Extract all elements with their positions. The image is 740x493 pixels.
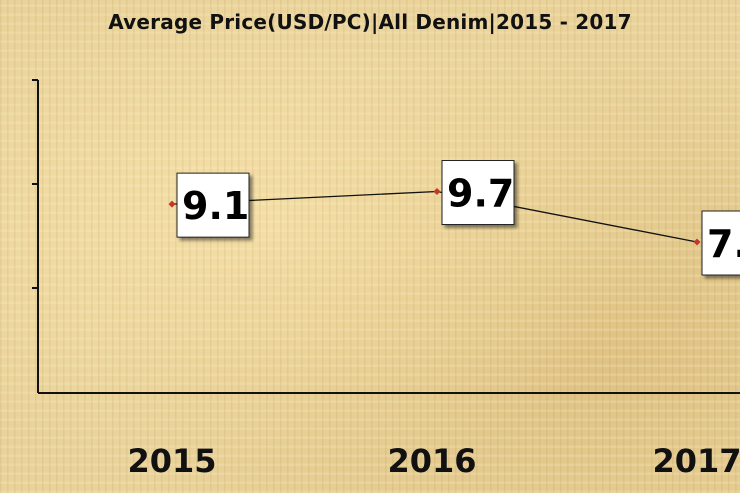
data-label-2017: 7.3 [701,210,740,276]
data-point-2015 [168,200,176,208]
data-label-2016: 9.7 [441,160,515,226]
data-label-text: 9.1 [182,184,249,228]
data-label-text: 7.3 [707,222,740,266]
x-tick-label-2017: 2017 [652,442,740,480]
data-point-2016 [433,188,441,196]
x-tick-label-2016: 2016 [387,442,476,480]
data-label-2015: 9.1 [176,172,250,238]
data-point-2017 [693,238,701,246]
chart-title: Average Price(USD/PC)|All Denim|2015 - 2… [108,10,632,34]
data-label-box [441,160,515,226]
series-line [171,190,698,243]
data-label-box [701,210,740,276]
data-label-text: 9.7 [447,172,514,216]
data-label-box [176,172,250,238]
x-tick-label-2015: 2015 [127,442,216,480]
